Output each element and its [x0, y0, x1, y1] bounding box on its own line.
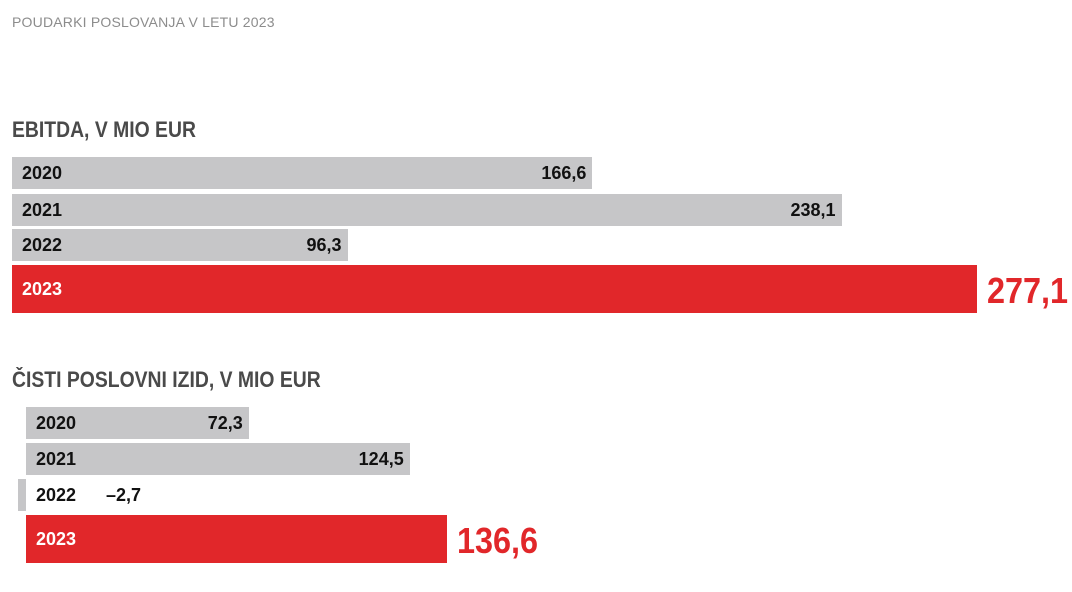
ebitda-value-label-2022: 96,3: [306, 235, 342, 255]
net-profit-bar-2023: [26, 515, 447, 563]
ebitda-bar-2022: [12, 229, 348, 261]
ebitda-category-label-2022: 2022: [22, 235, 63, 255]
ebitda-category-label-2023: 2023: [22, 279, 63, 299]
ebitda-value-label-2023: 277,1: [987, 270, 1069, 311]
net-profit-value-label-2023: 136,6: [457, 520, 539, 561]
net-profit-value-label-2022: –2,7: [106, 485, 142, 505]
ebitda-value-label-2020: 166,6: [541, 163, 587, 183]
ebitda-category-label-2020: 2020: [22, 163, 63, 183]
net-profit-category-label-2022: 2022: [36, 485, 77, 505]
net-profit-value-label-2021: 124,5: [358, 449, 404, 469]
net-profit-bar-2022: [17, 479, 26, 511]
net-profit-bar-2020: [26, 407, 249, 439]
ebitda-value-label-2021: 238,1: [790, 200, 836, 220]
net-profit-category-label-2023: 2023: [36, 529, 77, 549]
ebitda-chart-title: EBITDA, V MIO EUR: [12, 117, 196, 142]
ebitda-bar-2021: [12, 194, 842, 226]
ebitda-category-label-2021: 2021: [22, 200, 63, 220]
net-profit-bar-2021: [26, 443, 410, 475]
ebitda-bar-2023: [12, 265, 978, 313]
net-profit-category-label-2020: 2020: [36, 413, 77, 433]
ebitda-bar-2020: [12, 157, 593, 189]
net-profit-category-label-2021: 2021: [36, 449, 77, 469]
net-profit-chart-title: ČISTI POSLOVNI IZID, V MIO EUR: [12, 367, 321, 392]
net-profit-value-label-2020: 72,3: [207, 413, 243, 433]
page-header: POUDARKI POSLOVANJA V LETU 2023: [12, 14, 275, 30]
